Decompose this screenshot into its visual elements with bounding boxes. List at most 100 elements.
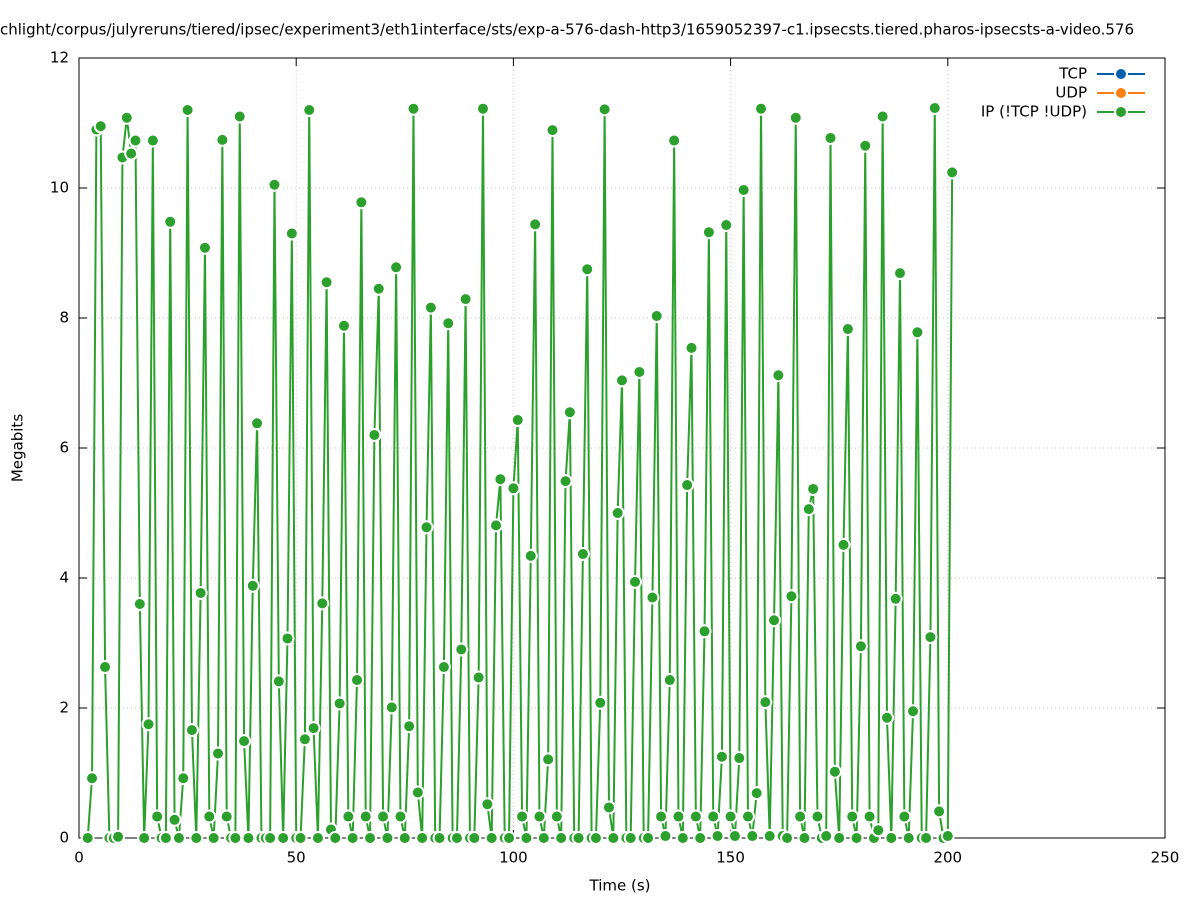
data-point — [389, 260, 404, 275]
data-point — [762, 829, 777, 844]
data-point — [836, 537, 851, 552]
data-point — [111, 829, 126, 844]
data-point — [719, 218, 734, 233]
data-point — [336, 318, 351, 333]
data-point — [879, 710, 894, 725]
data-point — [697, 624, 712, 639]
data-point — [228, 831, 243, 845]
data-point — [740, 809, 755, 824]
data-point — [328, 831, 343, 845]
data-point — [927, 101, 942, 116]
data-point — [358, 809, 373, 824]
data-point — [788, 110, 803, 125]
data-point — [588, 831, 603, 845]
data-point — [267, 177, 282, 192]
y-tick-label: 8 — [59, 309, 69, 327]
data-point — [749, 786, 764, 801]
data-point — [541, 752, 556, 767]
legend-label: UDP — [1055, 84, 1087, 102]
x-tick-label: 150 — [716, 849, 745, 867]
data-point — [237, 734, 252, 749]
data-point — [124, 146, 139, 161]
data-point — [515, 809, 530, 824]
data-point — [623, 831, 638, 845]
x-tick-label: 50 — [287, 849, 306, 867]
data-point — [901, 831, 916, 845]
data-point — [384, 700, 399, 715]
data-point — [575, 546, 590, 561]
data-point — [141, 717, 156, 732]
data-point — [945, 165, 960, 180]
data-point — [128, 133, 143, 148]
data-point — [150, 809, 165, 824]
legend-marker — [1114, 86, 1128, 100]
y-tick-label: 12 — [50, 49, 69, 67]
data-point — [98, 660, 113, 675]
x-tick-label: 0 — [74, 849, 84, 867]
data-point — [406, 101, 421, 116]
data-point — [923, 630, 938, 645]
data-point — [723, 809, 738, 824]
data-point — [441, 316, 456, 331]
data-point — [797, 831, 812, 845]
data-point — [727, 829, 742, 844]
data-point — [658, 829, 673, 844]
data-point — [641, 831, 656, 845]
data-point — [202, 809, 217, 824]
data-point — [219, 809, 234, 824]
data-point — [145, 133, 160, 148]
data-point — [393, 809, 408, 824]
data-point — [184, 723, 199, 738]
data-point — [549, 809, 564, 824]
data-point — [180, 103, 195, 117]
data-point — [402, 719, 417, 734]
data-point — [897, 809, 912, 824]
data-point — [810, 809, 825, 824]
y-tick-label: 4 — [59, 569, 69, 587]
data-point — [771, 368, 786, 383]
data-point — [350, 673, 365, 688]
data-point — [858, 138, 873, 153]
y-tick-label: 0 — [59, 829, 69, 847]
series-line — [86, 108, 954, 842]
data-point — [510, 413, 525, 428]
data-point — [597, 102, 612, 117]
data-point — [714, 749, 729, 764]
data-point — [845, 809, 860, 824]
data-point — [862, 809, 877, 824]
data-point — [132, 597, 147, 611]
data-point — [137, 831, 152, 845]
data-point — [506, 481, 521, 496]
data-point — [502, 831, 517, 845]
data-point — [458, 292, 473, 307]
data-point — [628, 574, 643, 589]
data-point — [736, 182, 751, 197]
x-tick-label: 100 — [499, 849, 528, 867]
data-point — [875, 109, 890, 124]
data-point — [475, 101, 490, 116]
data-point — [484, 831, 499, 845]
data-point — [319, 275, 334, 290]
data-point — [840, 322, 855, 337]
data-point — [580, 262, 595, 277]
data-point — [245, 578, 260, 593]
data-point — [606, 831, 621, 845]
data-point — [302, 103, 317, 117]
data-point — [645, 590, 660, 605]
data-point — [888, 591, 903, 606]
data-point — [849, 831, 864, 845]
data-point — [306, 721, 321, 736]
x-tick-label: 200 — [933, 849, 962, 867]
data-point — [649, 309, 664, 324]
data-point — [397, 831, 412, 845]
data-point — [801, 502, 816, 517]
data-point — [454, 642, 469, 657]
data-point — [793, 809, 808, 824]
data-point — [632, 364, 647, 379]
data-point — [354, 195, 369, 210]
y-tick-label: 6 — [59, 439, 69, 457]
data-point — [415, 831, 430, 845]
data-point — [806, 481, 821, 496]
data-point — [367, 428, 382, 442]
